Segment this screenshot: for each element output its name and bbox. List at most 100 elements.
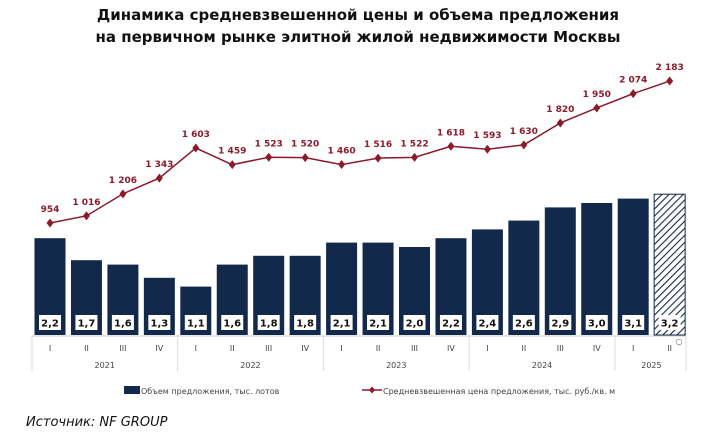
price-point [155,173,163,183]
price-point [228,160,236,170]
year-tick-label: 2022 [240,361,260,370]
quarter-tick-label: III [119,344,126,353]
year-tick-label: 2023 [386,361,406,370]
price-label: 1 630 [510,127,538,137]
quarter-tick-label: II [230,344,235,353]
price-label: 1 520 [291,140,319,150]
bar-label: 1,1 [187,319,205,330]
legend-line-marker-icon [369,386,375,394]
year-tick-label: 2024 [532,361,552,370]
legend-bar-swatch [124,386,140,394]
quarter-tick-label: III [265,344,272,353]
price-point [556,118,564,128]
chart-title-line2: на первичном рынке элитной жилой недвижи… [96,28,621,46]
bar-label-box [658,315,681,330]
bar-label: 3,2 [661,319,679,330]
price-label: 1 459 [218,147,246,157]
price-point [192,143,200,153]
bar-label: 3,1 [624,319,642,330]
price-label: 1 460 [328,147,356,157]
bar-label: 1,6 [114,319,132,330]
bar-label-box [439,315,462,330]
price-label: 1 618 [437,128,465,138]
price-label: 954 [41,205,60,215]
bar-label: 2,9 [551,319,569,330]
quarter-tick-label: I [49,344,51,353]
quarter-tick-label: II [376,344,381,353]
bar-label-box [330,315,353,330]
price-point [593,103,601,113]
price-point [119,189,127,199]
price-point [265,152,273,162]
quarter-tick-label: II [667,344,672,353]
bar-label-box [75,315,98,330]
price-label: 1 603 [182,130,210,140]
bar-label-box [294,315,317,330]
bar [617,198,649,335]
price-label: 2 183 [656,63,684,73]
price-point [411,152,418,162]
quarter-tick-label: IV [155,344,163,353]
price-label: 1 522 [400,139,428,149]
price-point [447,141,455,151]
bar-label-box [622,315,645,330]
quarter-tick-label: II [521,344,526,353]
price-point [666,76,674,86]
bar-label: 2,2 [41,319,59,330]
bar-label-box [184,315,207,330]
bar-label: 2,4 [479,319,497,330]
year-tick-label: 2021 [94,361,114,370]
chart-title-line1: Динамика средневзвешенной цены и объема … [97,6,619,24]
price-point [483,144,491,154]
price-point [82,211,90,221]
bar-label-box [367,315,390,330]
price-label: 1 016 [72,198,100,208]
price-label: 2 074 [619,76,647,86]
bar-label-box [403,315,426,330]
legend-line-label: Средневзвешенная цена предложения, тыс. … [383,387,615,396]
quarter-tick-label: I [632,344,634,353]
bar [581,203,613,335]
bar-label-box [111,315,134,330]
price-point [629,89,637,99]
price-label: 1 523 [255,139,283,149]
bar-label: 3,0 [588,319,606,330]
price-point [338,160,346,170]
price-point [520,140,528,150]
bar-label-box [148,315,171,330]
quarter-tick-label: I [340,344,342,353]
bar [544,207,576,335]
price-line [49,80,670,224]
bar-label: 2,0 [406,319,424,330]
bar-label: 2,6 [515,319,533,330]
bar-label: 1,8 [296,319,314,330]
price-label: 1 593 [473,131,501,141]
bar-label-box [549,315,572,330]
bar-label: 1,8 [260,319,278,330]
bar-label-box [512,315,535,330]
quarter-tick-label: IV [593,344,601,353]
quarter-tick-label: I [486,344,488,353]
bar-label-box [585,315,608,330]
quarter-tick-label: I [195,344,197,353]
price-point [46,218,54,228]
price-label: 1 343 [145,160,173,170]
quarter-tick-label: II [84,344,89,353]
bar-label: 1,7 [78,319,96,330]
source-note: Источник: NF GROUP [26,415,168,430]
quarter-tick-label: IV [301,344,309,353]
quarter-tick-label: IV [447,344,455,353]
bar-label: 2,2 [442,319,460,330]
year-tick-label: 2025 [641,361,661,370]
bar-label: 2,1 [369,319,387,330]
bar-label-box [257,315,280,330]
price-label: 1 950 [583,90,611,100]
price-label: 1 516 [364,140,392,150]
footnote-marker: ○ [676,337,683,346]
price-label: 1 820 [546,105,574,115]
bar-label-box [39,315,61,330]
quarter-tick-label: III [411,344,418,353]
bar-label: 1,3 [150,319,168,330]
bar-label-box [476,315,499,330]
